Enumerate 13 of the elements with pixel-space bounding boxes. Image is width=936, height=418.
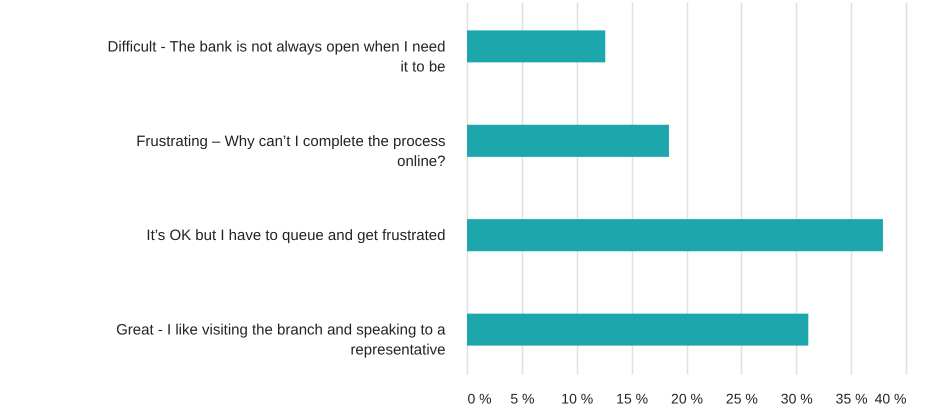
x-tick-label: 10 % <box>561 390 594 406</box>
x-tick-label: 20 % <box>671 390 703 406</box>
x-tick-label: 30 % <box>780 390 813 406</box>
x-tick-label: 0 % <box>468 390 492 406</box>
y-tick-label: Frustrating – Why can’t I complete the process online? <box>136 132 446 170</box>
x-tick-label: 40 % <box>874 390 906 406</box>
x-tick-label: 25 % <box>726 390 758 406</box>
x-tick-label: 15 % <box>616 390 648 406</box>
y-tick-label: Great - I like visiting the branch and speaking to a representative <box>116 322 446 359</box>
y-tick-label: It’s OK but I have to queue and get frustrated <box>146 227 446 244</box>
x-tick-label: 35 % <box>836 390 868 406</box>
x-tick-label: 5 % <box>510 390 534 406</box>
y-tick-label: Difficult - The bank is not always open when I need it to be <box>108 38 446 76</box>
